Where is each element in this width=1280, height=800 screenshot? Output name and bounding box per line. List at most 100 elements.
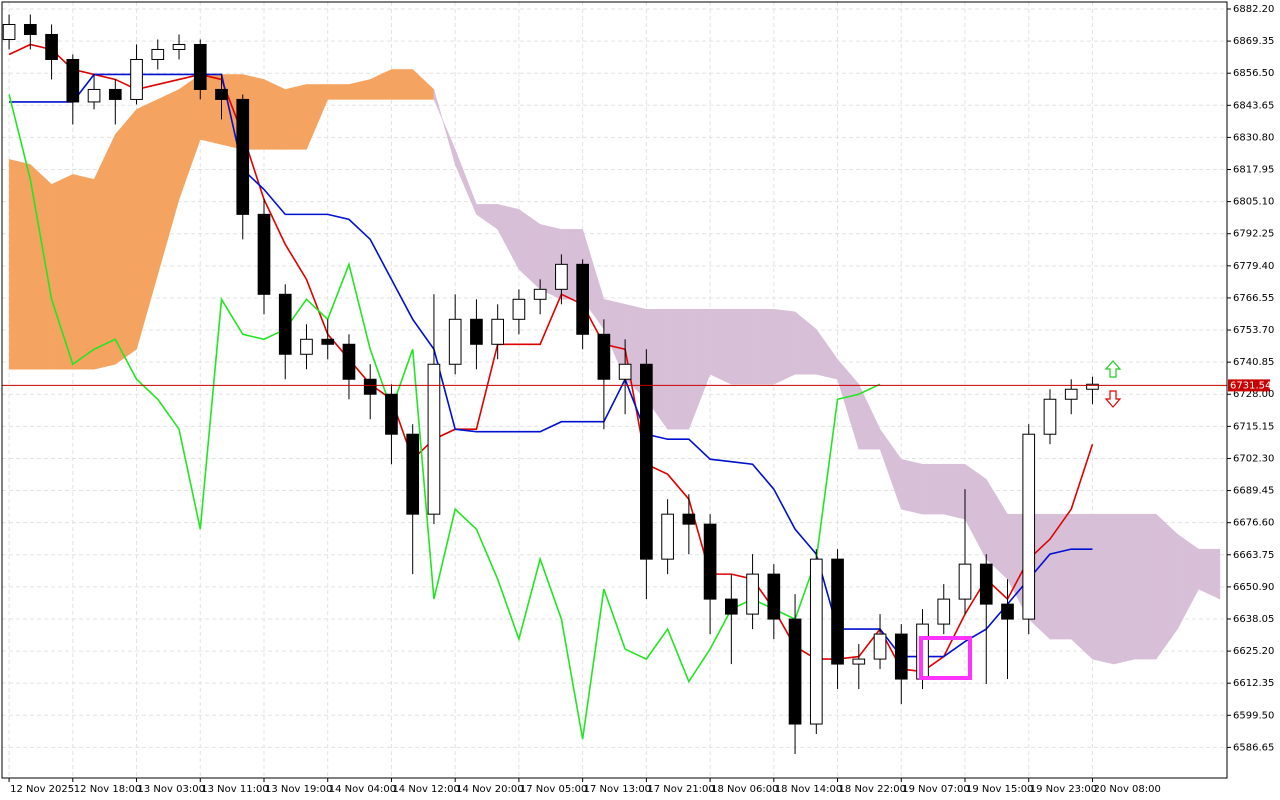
cloud-segment <box>943 463 966 520</box>
candle-body <box>937 598 951 625</box>
cloud-segment <box>731 309 753 385</box>
x-tick-label: 12 Nov 18:00 <box>74 784 141 795</box>
candle-body <box>2 23 16 40</box>
candle-body <box>193 43 207 90</box>
x-tick-label: 19 Nov 23:00 <box>1030 784 1097 795</box>
candle-body <box>724 598 738 615</box>
cloud-segment <box>709 309 732 385</box>
candle-body <box>640 363 653 560</box>
candle-body <box>23 23 37 35</box>
y-tick-label: 6856.50 <box>1233 68 1274 79</box>
candle-body <box>130 58 143 100</box>
x-tick-label: 13 Nov 19:00 <box>265 784 332 795</box>
x-tick-label: 12 Nov 2025 <box>10 784 74 795</box>
cloud-segment <box>1198 548 1221 600</box>
y-tick-label: 6817.95 <box>1233 165 1274 176</box>
candle-body <box>470 318 483 345</box>
candle-body <box>703 523 717 600</box>
candle-body <box>979 563 993 605</box>
x-tick-label: 14 Nov 04:00 <box>329 784 396 795</box>
plot-border <box>1 1 1228 779</box>
x-tick-label: 14 Nov 20:00 <box>456 784 523 795</box>
candle-body <box>597 333 611 380</box>
x-tick-label: 20 Nov 08:00 <box>1093 784 1160 795</box>
candle-body <box>618 363 632 380</box>
candle-body <box>788 618 802 725</box>
current-price-tag <box>1228 379 1270 392</box>
y-tick-label: 6702.30 <box>1233 453 1274 464</box>
candle-body <box>215 88 228 100</box>
candle-body <box>576 263 589 335</box>
candle-body <box>363 378 377 395</box>
cloud-segment <box>773 309 796 385</box>
y-tick-label: 6728.00 <box>1233 389 1274 400</box>
candle-body <box>87 88 101 103</box>
candle-layer <box>2 14 1099 755</box>
candle-body <box>278 293 292 355</box>
candle-body <box>555 263 568 290</box>
y-tick-label: 6766.55 <box>1233 293 1274 304</box>
current-price-label: 6731.54 <box>1230 380 1271 391</box>
candle-body <box>767 573 781 620</box>
y-tick-label: 6805.10 <box>1233 197 1274 208</box>
x-tick-label: 17 Nov 13:00 <box>584 784 651 795</box>
candle-body <box>172 43 186 50</box>
candle-body <box>321 338 335 345</box>
candle-body <box>533 288 547 300</box>
x-tick-label: 14 Nov 12:00 <box>392 784 459 795</box>
candle-body <box>491 318 505 345</box>
indicator-line <box>9 73 1093 658</box>
cloud-segment <box>51 173 74 370</box>
candle-body <box>1043 398 1057 435</box>
y-tick-label: 6715.15 <box>1233 421 1274 432</box>
cloud-segment <box>667 309 690 430</box>
arrow-down-icon <box>1104 390 1122 408</box>
candle-body <box>257 213 271 295</box>
candle-body <box>448 318 462 365</box>
x-tick-label: 19 Nov 15:00 <box>966 784 1033 795</box>
cloud-segment <box>1070 513 1093 660</box>
cloud-segment <box>284 84 307 150</box>
candle-body <box>873 633 887 660</box>
candle-body <box>406 433 420 515</box>
cloud-segment <box>391 69 413 100</box>
y-tick-label: 6650.90 <box>1233 582 1274 593</box>
x-tick-label: 17 Nov 05:00 <box>520 784 587 795</box>
x-tick-label: 17 Nov 21:00 <box>647 784 714 795</box>
candle-body <box>852 658 866 665</box>
cloud-segment <box>922 463 945 515</box>
candle-body <box>1064 388 1078 400</box>
candle-body <box>746 573 759 615</box>
candle-body <box>809 558 823 725</box>
y-tick-label: 6843.65 <box>1233 100 1274 111</box>
x-tick-label: 18 Nov 22:00 <box>839 784 906 795</box>
candle-body <box>342 343 356 380</box>
candle-body <box>385 393 398 435</box>
y-tick-label: 6599.50 <box>1233 710 1274 721</box>
cloud-segment <box>752 309 775 385</box>
candle-body <box>151 48 165 60</box>
y-tick-label: 6792.25 <box>1233 229 1274 240</box>
candle-body <box>894 633 908 680</box>
cloud-segment <box>327 84 350 100</box>
arrow-up-icon <box>1104 360 1122 378</box>
cloud-segment <box>1092 513 1114 665</box>
x-tick-label: 18 Nov 06:00 <box>711 784 778 795</box>
x-tick-label: 13 Nov 03:00 <box>138 784 205 795</box>
candle-body <box>661 513 674 560</box>
cloud-segment <box>1113 513 1136 665</box>
cloud-segment <box>8 159 31 370</box>
cloud-segment <box>901 458 923 515</box>
y-tick-label: 6882.20 <box>1233 4 1274 15</box>
cloud-segment <box>263 79 286 150</box>
candle-body <box>427 363 441 515</box>
x-tick-label: 13 Nov 11:00 <box>201 784 268 795</box>
x-tick-label: 19 Nov 07:00 <box>902 784 969 795</box>
y-tick-label: 6740.85 <box>1233 357 1274 368</box>
cloud-layer <box>8 68 1221 665</box>
candle-body <box>1086 383 1099 390</box>
y-tick-label: 6830.80 <box>1233 132 1274 143</box>
x-tick-label: 18 Nov 14:00 <box>775 784 842 795</box>
cloud-segment <box>72 174 95 370</box>
